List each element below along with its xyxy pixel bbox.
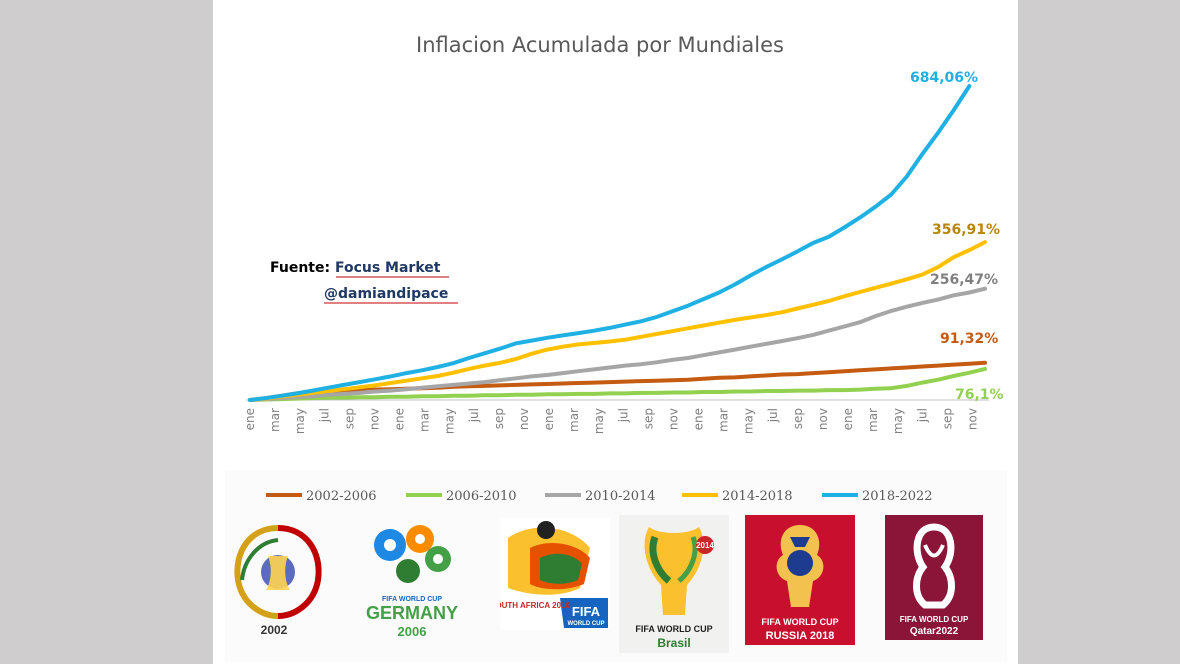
x-tick-label: jul [766, 408, 780, 423]
x-tick-label: sep [941, 408, 955, 429]
logo-russia-2018: FIFA WORLD CUP RUSSIA 2018 [745, 515, 855, 645]
logo-2022-caption-top: FIFA WORLD CUP [900, 615, 969, 624]
series-line-2018-2022 [248, 84, 972, 402]
legend-label-2018-2022: 2018-2022 [862, 489, 933, 504]
logo-strip [225, 470, 1007, 662]
logo-2014-trophy [644, 527, 704, 615]
end-label-2018-2022: 684,06% [910, 70, 978, 86]
x-tick-label: sep [492, 408, 506, 429]
legend: 2002-2006 2006-2010 2010-2014 2014-2018 2018… [266, 489, 933, 504]
x-tick-label: nov [667, 408, 681, 430]
logo-2010-caption-top: SOUTH AFRICA 2010 [500, 601, 570, 610]
x-tick-label: ene [542, 408, 556, 430]
series-line-2002-2006 [248, 360, 987, 402]
source-prefix: Fuente: [270, 260, 335, 276]
logo-2014-hand-green-2 [677, 536, 698, 583]
logo-2006-caption-top: FIFA WORLD CUP [382, 596, 442, 603]
x-tick-labels: ene mar may jul sep nov ene mar may jul sep nov ene m… [243, 408, 980, 434]
end-label-2006-2010: 76,1% [955, 387, 1004, 403]
logo-2010-fifa-panel [560, 598, 608, 628]
x-tick-label: may [891, 408, 905, 434]
logo-korea-japan-2002: 2002 [234, 525, 322, 637]
logo-2006-face-dark [396, 559, 420, 583]
x-tick-label: jul [617, 408, 631, 423]
logo-2022-emblem [913, 523, 955, 609]
logo-2018-ball [787, 550, 813, 576]
x-tick-label: sep [791, 408, 805, 429]
logo-2014-badge: 2014 [696, 541, 714, 550]
x-tick-label: ene [841, 408, 855, 430]
x-tick-label: ene [392, 408, 406, 430]
legend-label-2002-2006: 2002-2006 [306, 489, 377, 504]
x-tick-label: jul [467, 408, 481, 423]
x-tick-label: jul [318, 408, 332, 423]
logo-2002-arc-green [240, 538, 279, 581]
x-tick-label: mar [866, 408, 880, 432]
end-labels: 91,32% 76,1% 256,47% 356,91% 684,06% [910, 70, 1004, 403]
logo-2006-caption: GERMANY [366, 603, 458, 623]
logo-2014-caption-top: FIFA WORLD CUP [635, 624, 712, 634]
x-tick-label: nov [966, 408, 980, 430]
logo-2002-arc-right [277, 525, 322, 619]
end-label-2010-2014: 256,47% [930, 272, 998, 288]
x-tick-label: mar [268, 408, 282, 432]
end-label-2014-2018: 356,91% [932, 222, 1000, 238]
x-tick-label: mar [417, 408, 431, 432]
logo-2010-shape-green [540, 553, 582, 584]
logo-2002-caption: 2002 [261, 623, 288, 637]
chart-title: Inflacion Acumulada por Mundiales [416, 33, 784, 57]
series-line-2014-2018 [248, 240, 987, 402]
logo-2002-arc-left [234, 525, 279, 619]
series-line-2010-2014 [248, 286, 987, 402]
x-tick-label: may [592, 408, 606, 434]
logo-2006-year: 2006 [398, 624, 427, 639]
x-tick-label: mar [567, 408, 581, 432]
logo-brasil-2014: 2014 FIFA WORLD CUP Brasil [619, 515, 729, 653]
legend-label-2006-2010: 2006-2010 [446, 489, 517, 504]
logo-2010-caption-sub: WORLD CUP [568, 621, 605, 627]
x-tick-label: ene [691, 408, 705, 430]
end-label-2002-2006: 91,32% [940, 331, 998, 347]
x-tick-label: nov [368, 408, 382, 430]
logo-2018-caption-top: FIFA WORLD CUP [761, 617, 838, 627]
legend-label-2014-2018: 2014-2018 [722, 489, 793, 504]
x-tick-label: mar [716, 408, 730, 432]
x-tick-label: nov [816, 408, 830, 430]
series-line-2006-2010 [248, 366, 987, 402]
x-tick-label: sep [642, 408, 656, 429]
logo-2010-ball [537, 521, 555, 539]
source-line: Fuente: Focus Market [270, 260, 441, 276]
x-tick-label: ene [243, 408, 257, 430]
x-tick-label: nov [517, 408, 531, 430]
logo-2010-caption: FIFA [572, 604, 601, 619]
x-tick-label: sep [343, 408, 357, 429]
x-tick-label: may [293, 408, 307, 434]
source-name: Focus Market [335, 260, 441, 276]
x-tick-label: may [442, 408, 456, 434]
source-handle: @damiandipace [324, 286, 448, 302]
legend-label-2010-2014: 2010-2014 [585, 489, 656, 504]
x-tick-label: may [741, 408, 755, 434]
x-tick-label: jul [916, 408, 930, 423]
logo-south-africa-2010: SOUTH AFRICA 2010 FIFA WORLD CUP [500, 518, 610, 630]
logo-2022-caption: Qatar2022 [910, 626, 959, 637]
logo-2002-trophy [266, 556, 290, 590]
logo-germany-2006: FIFA WORLD CUP GERMANY 2006 [366, 525, 458, 639]
logo-qatar-2022: FIFA WORLD CUP Qatar2022 [885, 515, 983, 640]
logo-2014-hand-green [649, 535, 672, 584]
logo-2014-caption: Brasil [657, 636, 690, 650]
logo-2018-caption: RUSSIA 2018 [766, 630, 835, 642]
series-lines [248, 84, 987, 402]
